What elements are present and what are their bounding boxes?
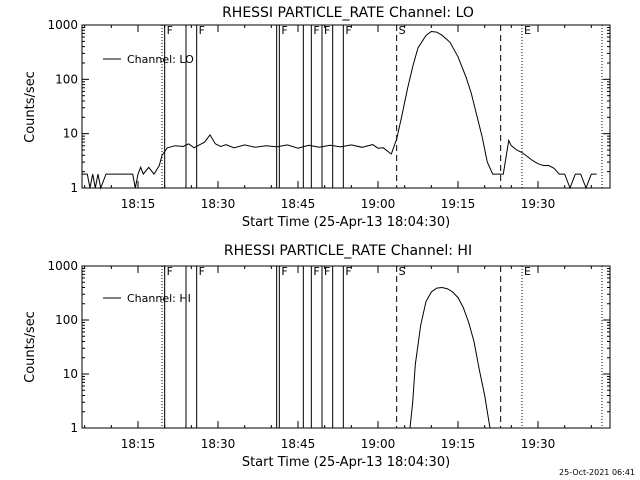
- footer-timestamp: 25-Oct-2021 06:41: [559, 468, 635, 477]
- y-tick-label: 1000: [47, 259, 78, 273]
- x-tick-label: 19:30: [521, 437, 556, 451]
- event-marker-label: E: [524, 265, 531, 278]
- event-marker-label: S: [399, 265, 406, 278]
- y-tick-label: 100: [55, 72, 78, 86]
- event-marker-label: S: [399, 24, 406, 37]
- event-marker-label: F: [199, 24, 205, 37]
- x-tick-label: 18:30: [201, 437, 236, 451]
- x-axis-label: Start Time (25-Apr-13 18:04:30): [242, 215, 450, 230]
- y-tick-label: 10: [63, 127, 78, 141]
- y-tick-label: 1: [70, 421, 78, 435]
- y-tick-label: 1000: [47, 18, 78, 32]
- chart-panel-lo: RHESSI PARTICLE_RATE Channel: LO Counts/…: [23, 5, 611, 230]
- series-line: [82, 30, 597, 190]
- event-marker-label: F: [345, 265, 351, 278]
- chart-title: RHESSI PARTICLE_RATE Channel: HI: [224, 243, 472, 259]
- event-marker-label: F: [199, 265, 205, 278]
- x-tick-label: 18:15: [121, 437, 156, 451]
- legend: Channel: HI: [103, 292, 191, 305]
- y-tick-label: 100: [55, 313, 78, 327]
- x-tick-label: 18:45: [281, 197, 316, 211]
- legend-label: Channel: LO: [127, 53, 194, 66]
- x-tick-label: 19:00: [361, 197, 396, 211]
- legend-label: Channel: HI: [127, 292, 191, 305]
- y-axis-label: Counts/sec: [23, 71, 38, 143]
- y-axis-label: Counts/sec: [23, 311, 38, 383]
- x-tick-label: 19:15: [441, 197, 476, 211]
- event-marker-label: F: [313, 24, 319, 37]
- y-tick-label: 1: [70, 181, 78, 195]
- x-tick-label: 19:30: [521, 197, 556, 211]
- series-line: [409, 286, 491, 429]
- axes-frame: [81, 24, 611, 189]
- event-marker-label: F: [313, 265, 319, 278]
- chart-panel-hi: RHESSI PARTICLE_RATE Channel: HI Counts/…: [23, 243, 611, 470]
- y-tick-label: 10: [63, 367, 78, 381]
- event-marker-label: F: [324, 24, 330, 37]
- x-axis-label: Start Time (25-Apr-13 18:04:30): [242, 455, 450, 470]
- event-marker-label: F: [167, 24, 173, 37]
- event-marker-label: F: [324, 265, 330, 278]
- x-tick-label: 19:00: [361, 437, 396, 451]
- event-marker-label: F: [281, 24, 287, 37]
- axes-frame: [81, 265, 611, 429]
- legend: Channel: LO: [103, 53, 194, 66]
- event-marker-label: F: [167, 265, 173, 278]
- event-marker-label: E: [524, 24, 531, 37]
- x-tick-label: 19:15: [441, 437, 476, 451]
- event-marker-label: F: [345, 24, 351, 37]
- x-tick-label: 18:30: [201, 197, 236, 211]
- x-tick-label: 18:15: [121, 197, 156, 211]
- event-marker-label: F: [281, 265, 287, 278]
- x-tick-label: 18:45: [281, 437, 316, 451]
- chart-title: RHESSI PARTICLE_RATE Channel: LO: [222, 5, 474, 21]
